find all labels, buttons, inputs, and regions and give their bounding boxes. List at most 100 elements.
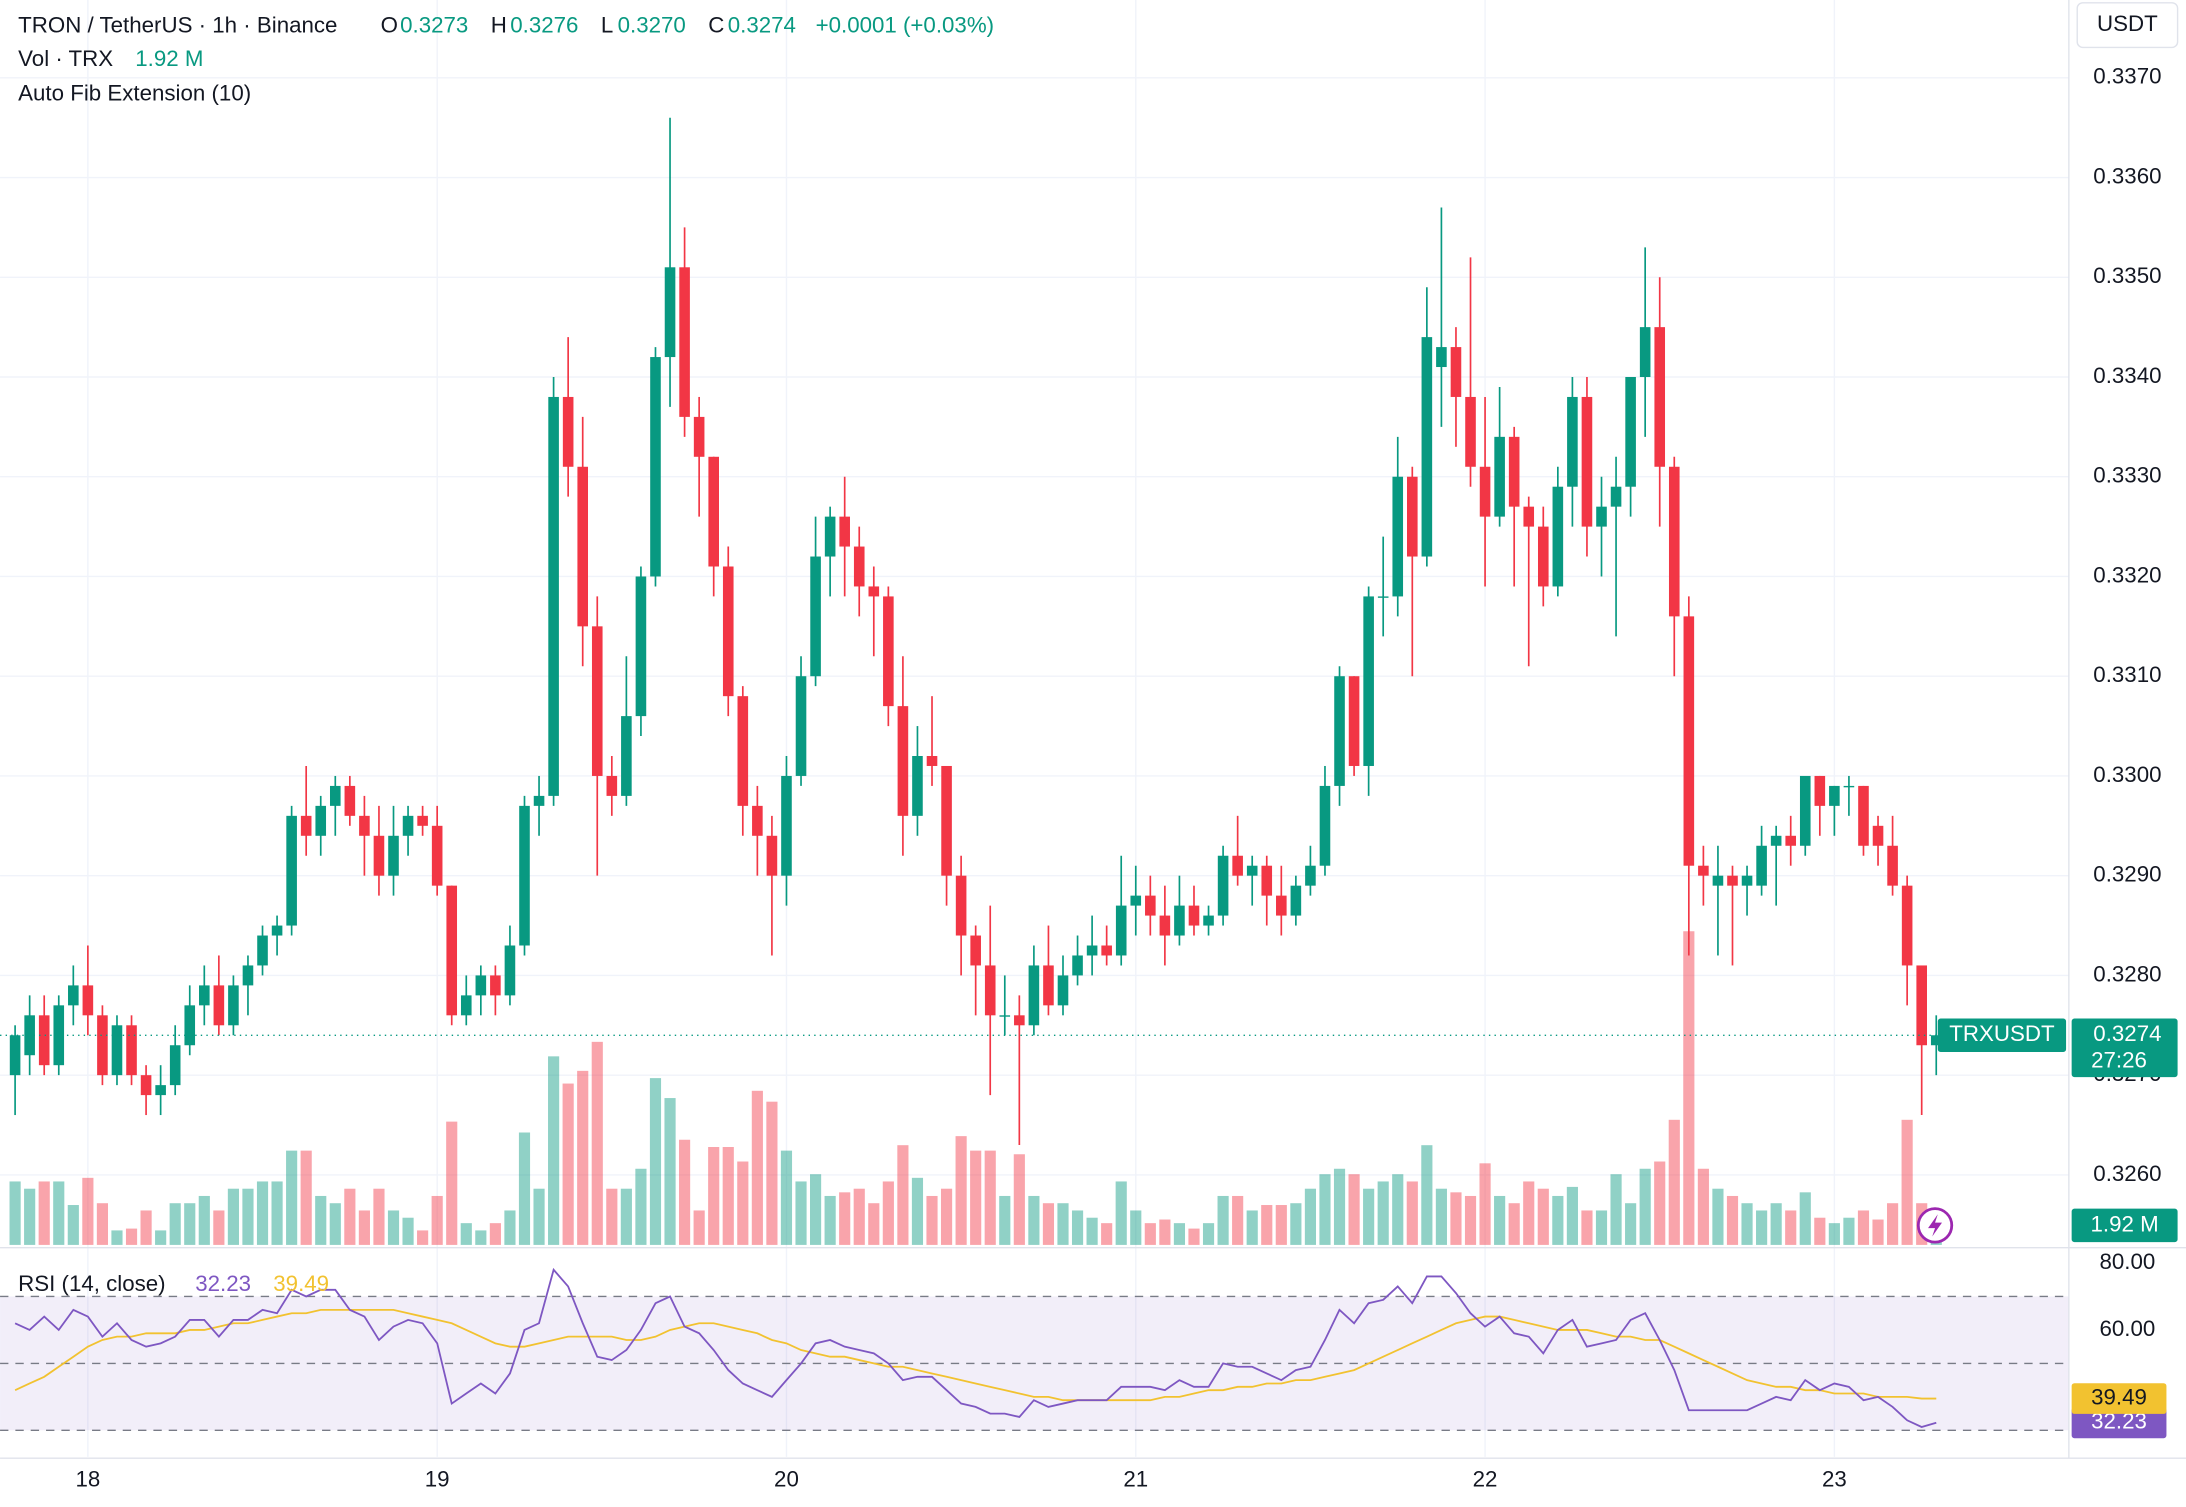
volume-bar bbox=[853, 1188, 865, 1245]
volume-bar bbox=[562, 1083, 574, 1245]
volume-bar bbox=[1799, 1192, 1811, 1245]
volume-bar bbox=[1246, 1210, 1258, 1245]
volume-bar bbox=[1188, 1228, 1200, 1245]
volume-bar bbox=[1159, 1219, 1171, 1245]
volume-bar bbox=[1843, 1217, 1855, 1245]
volume-bar bbox=[111, 1230, 123, 1245]
candle-body bbox=[1639, 327, 1651, 378]
volume-bar bbox=[82, 1177, 94, 1245]
volume-bar bbox=[1406, 1181, 1418, 1245]
candle-body bbox=[1145, 895, 1156, 916]
volume-bar bbox=[1173, 1223, 1186, 1245]
candle-body bbox=[912, 756, 923, 816]
candle-body bbox=[329, 785, 341, 806]
volume-bar bbox=[227, 1188, 239, 1245]
candle-body bbox=[1916, 965, 1927, 1046]
candle-body bbox=[213, 985, 225, 1026]
candle-body bbox=[199, 985, 210, 1006]
candle-body bbox=[1523, 506, 1535, 527]
volume-bar bbox=[722, 1147, 734, 1245]
ohlc-key: L bbox=[601, 12, 613, 37]
volume-bar bbox=[431, 1195, 443, 1245]
volume-bar bbox=[1202, 1223, 1215, 1245]
volume-bar bbox=[635, 1168, 647, 1245]
plot-layer bbox=[0, 0, 2069, 1457]
volume-bar bbox=[198, 1195, 210, 1245]
volume-bar bbox=[1726, 1195, 1739, 1245]
volume-bar bbox=[1901, 1119, 1913, 1245]
candle-body bbox=[1348, 676, 1360, 766]
candle-body bbox=[388, 835, 399, 876]
candle-body bbox=[1901, 885, 1913, 966]
volume-bar bbox=[999, 1195, 1011, 1245]
ohlc-value: 0.3276 bbox=[510, 12, 578, 37]
volume-bar bbox=[460, 1223, 472, 1245]
candle-body bbox=[1479, 466, 1491, 517]
volume-bar bbox=[1261, 1205, 1273, 1245]
volume-bar bbox=[679, 1139, 691, 1245]
volume-bar bbox=[649, 1078, 662, 1245]
candle-body bbox=[533, 795, 545, 806]
currency[interactable]: USDT bbox=[2097, 11, 2158, 36]
candle-body bbox=[1043, 965, 1054, 1006]
candle-body bbox=[446, 885, 458, 1016]
volume-bar bbox=[1101, 1223, 1113, 1245]
candle-body bbox=[1057, 975, 1069, 1006]
volume-bar bbox=[926, 1195, 938, 1245]
candle-body bbox=[999, 1015, 1011, 1017]
candle-body bbox=[839, 516, 850, 547]
candle-body bbox=[359, 815, 370, 836]
volume-bar bbox=[329, 1203, 341, 1245]
candle-body bbox=[1756, 845, 1767, 886]
volume-bar bbox=[1741, 1203, 1753, 1245]
volume-bar bbox=[1828, 1223, 1840, 1245]
candle-body bbox=[38, 1015, 50, 1066]
y-tick-label: 0.3280 bbox=[2093, 961, 2161, 986]
candle-body bbox=[1683, 616, 1695, 866]
currency-button[interactable] bbox=[2076, 2, 2179, 49]
candle-body bbox=[490, 975, 501, 996]
volume-bar bbox=[1421, 1145, 1433, 1245]
candle-body bbox=[475, 975, 487, 996]
volume-bar bbox=[1654, 1161, 1666, 1245]
candle-body bbox=[1625, 377, 1636, 487]
volume-bar bbox=[67, 1205, 79, 1245]
volume-bar bbox=[940, 1188, 953, 1245]
candle-body bbox=[1101, 945, 1112, 956]
volume-bar bbox=[1435, 1188, 1447, 1245]
volume-legend-value: 1.92 M bbox=[135, 46, 203, 71]
volume-bar bbox=[518, 1132, 531, 1245]
candle-body bbox=[1785, 835, 1797, 846]
ohlc-value: 0.3270 bbox=[618, 12, 686, 37]
candle-body bbox=[286, 815, 297, 926]
candle-body bbox=[766, 835, 778, 876]
volume-bar bbox=[96, 1203, 108, 1245]
volume-legend: Vol · TRX bbox=[18, 46, 113, 71]
volume-bar bbox=[1537, 1188, 1549, 1245]
candle-body bbox=[1814, 775, 1826, 806]
y-tick-label: 0.3370 bbox=[2093, 64, 2161, 89]
volume-bar bbox=[1115, 1181, 1127, 1245]
candle-body bbox=[1712, 875, 1724, 886]
candle-body bbox=[1377, 596, 1389, 598]
candle-body bbox=[621, 716, 632, 796]
candle-body bbox=[1436, 347, 1447, 368]
candle-body bbox=[111, 1025, 123, 1076]
ohlc-key: H bbox=[491, 12, 507, 37]
candle-body bbox=[795, 676, 807, 776]
volume-bar bbox=[970, 1150, 982, 1245]
candle-body bbox=[941, 765, 952, 876]
y-tick-label: 0.3350 bbox=[2093, 263, 2161, 288]
symbol-tag-label: TRXUSDT bbox=[1949, 1021, 2055, 1046]
candle-body bbox=[970, 935, 981, 966]
rsi-value-label: 39.49 bbox=[2091, 1384, 2147, 1409]
candle-body bbox=[300, 815, 312, 836]
replay-icon-bolt bbox=[1928, 1214, 1942, 1237]
volume-bar bbox=[1523, 1181, 1535, 1245]
candle-body bbox=[271, 925, 283, 936]
volume-bar bbox=[38, 1181, 50, 1245]
volume-bar bbox=[780, 1150, 793, 1245]
volume-bar bbox=[751, 1090, 763, 1245]
candle-body bbox=[344, 785, 356, 816]
volume-bar bbox=[256, 1181, 269, 1245]
